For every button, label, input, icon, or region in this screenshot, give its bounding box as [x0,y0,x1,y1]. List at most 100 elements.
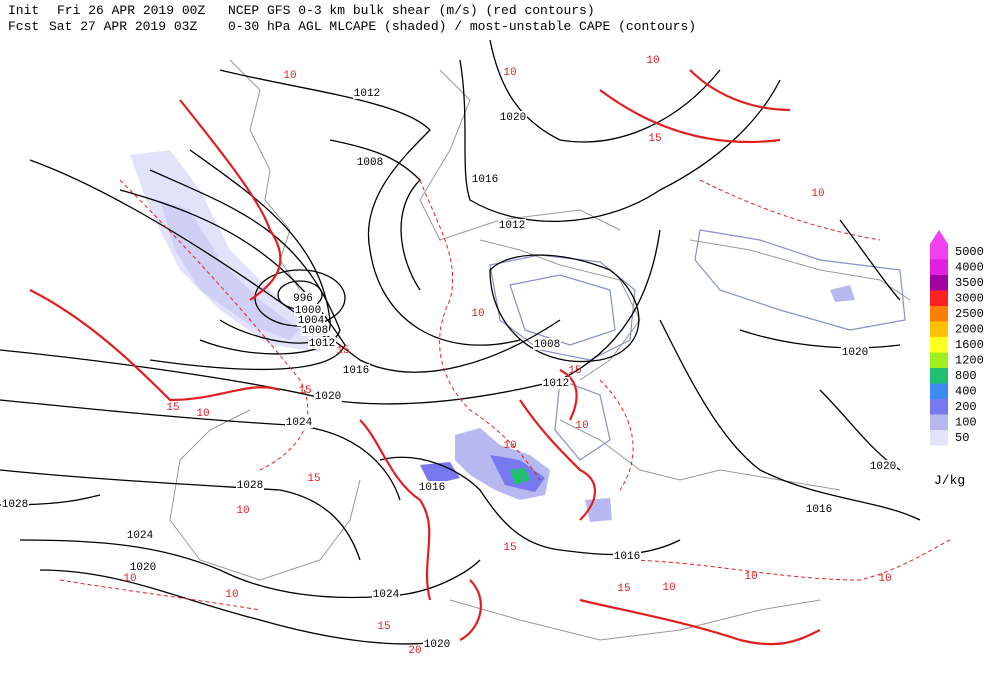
field-title: 0-30 hPa AGL MLCAPE (shaded) / most-unst… [228,19,696,34]
isobar-label: 1016 [614,551,640,563]
isobar-label: 1000 [295,305,321,317]
shear-label: 10 [236,505,249,517]
isobar-label: 1016 [343,365,369,377]
isobar-label: 1020 [842,347,868,359]
cape-area [510,468,530,485]
isobar-label: 1016 [419,482,445,494]
legend-arrow [930,230,948,244]
legend-label: 1200 [955,353,984,367]
isobar-label: 1020 [130,562,156,574]
legend-label: 4000 [955,260,984,274]
isobar-label: 1012 [499,220,525,232]
label-backing [356,156,384,168]
label-backing [372,588,400,600]
legend-swatch [930,414,948,430]
shear-label: 15 [307,473,320,485]
label-backing [297,314,325,326]
legend-label: 3000 [955,291,984,305]
coastline [689,239,911,301]
shear-contour [619,539,951,581]
init-label: Init [8,3,39,18]
fcst-label: Fcst [8,19,39,34]
shear-contour [359,419,432,601]
isobar-label: 1024 [373,589,400,601]
cape-contours [489,229,906,461]
shear-contour [689,69,791,112]
shear-contour [579,598,821,646]
isobar [0,229,661,405]
coastline [449,599,821,641]
label-backing [533,338,561,350]
isobar-label: 1004 [298,315,325,327]
shear-label: 10 [503,440,516,452]
legend-swatch [930,383,948,399]
shear-contour [599,379,634,491]
label-backing [869,460,897,472]
label-backing [499,111,527,123]
legend-swatch [930,337,948,353]
isobar-label: 1008 [534,339,560,351]
shear-contour [29,289,281,402]
cape-shading [130,150,855,522]
label-backing [841,346,869,358]
isobar-label: 1028 [2,499,28,511]
isobar-label: 1012 [543,378,569,390]
label-backing [353,87,381,99]
isobar [819,389,901,471]
header: Init Fri 26 APR 2019 00Z NCEP GFS 0-3 km… [8,3,696,34]
coastline [229,59,301,291]
legend-unit: J/kg [934,473,965,488]
legend-label: 2000 [955,322,984,336]
legend-swatch [930,368,948,384]
isobar [489,39,721,143]
isobar-label: 1028 [237,480,263,492]
cape-contour [694,229,906,331]
legend-swatch [930,352,948,368]
isobar [149,169,341,355]
coastline [419,69,621,241]
coastline [169,409,361,581]
isobar-label: 1020 [870,461,896,473]
isobar [29,159,561,373]
shear-label: 10 [878,573,891,585]
pressure-labels: 1012102010081016101299610001004100810121… [1,87,897,651]
label-backing [542,377,570,389]
legend-swatch [930,430,948,446]
coastline [479,239,641,381]
legend-label: 200 [955,400,977,414]
legend-label: 400 [955,384,977,398]
isobar-label: 1020 [315,391,341,403]
legend-swatch [930,244,948,260]
legend-swatch [930,290,948,306]
label-backing [294,304,322,316]
isobar-label: 1016 [806,504,832,516]
shear-contour [459,579,482,641]
shear-contour [119,179,309,471]
label-backing [418,481,446,493]
isobar [0,399,401,501]
label-backing [613,550,641,562]
shear-label: 10 [225,589,238,601]
shear-label: 10 [123,573,136,585]
label-backing [314,390,342,402]
isobar [39,569,451,645]
legend-label: 800 [955,369,977,383]
shear-contour [599,89,781,144]
shear-label: 10 [471,308,484,320]
isobar [19,539,481,599]
label-backing [126,529,154,541]
shear-label: 10 [811,188,824,200]
shear-label: 10 [196,408,209,420]
shear-contour [519,399,596,521]
cape-contour [509,274,616,346]
shear-label: 15 [336,345,349,357]
isobar [119,189,346,371]
shear-contours [29,69,951,646]
legend-swatch [930,399,948,415]
legend-label: 5000 [955,245,984,259]
legend-swatch [930,321,948,337]
isobar [459,59,781,223]
isobar-label: 1008 [357,157,383,169]
